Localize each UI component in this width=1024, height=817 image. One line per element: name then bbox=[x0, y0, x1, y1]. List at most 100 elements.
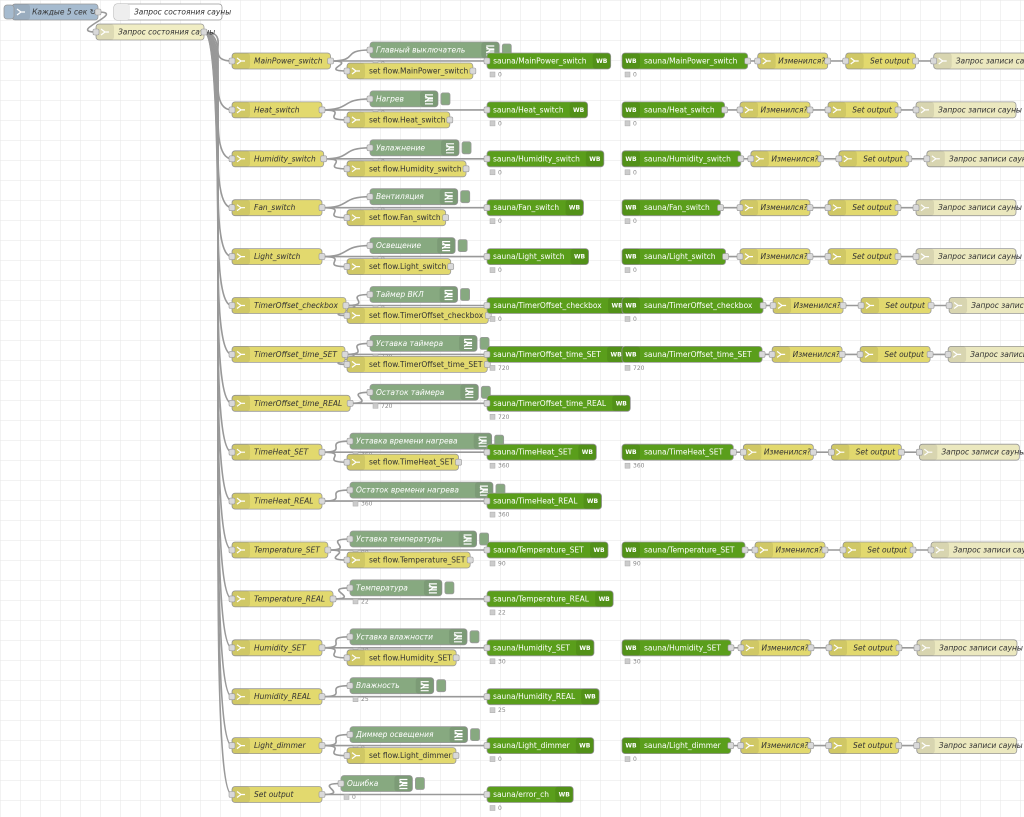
switch-node[interactable]: Set output bbox=[231, 786, 323, 803]
switch-node[interactable]: TimeHeat_SET bbox=[231, 443, 323, 461]
debug-toggle[interactable] bbox=[461, 141, 472, 155]
debug-node[interactable]: Температура 22 bbox=[349, 579, 443, 606]
mqtt-out-node[interactable]: WB sauna/Humidity_SET 30 bbox=[486, 639, 595, 666]
change-node[interactable]: set flow.Temperature_SET bbox=[346, 551, 471, 569]
mqtt-out-node[interactable]: WB sauna/TimerOffset_checkbox 0 bbox=[486, 297, 627, 324]
switch-node[interactable]: Set output bbox=[827, 248, 899, 266]
change-node[interactable]: set flow.TimeHeat_SET bbox=[346, 453, 459, 471]
switch-node[interactable]: Humidity_REAL bbox=[231, 688, 323, 706]
switch-node[interactable]: Set output bbox=[828, 639, 900, 657]
change-node[interactable]: set flow.Light_dimmer bbox=[346, 747, 457, 764]
function-node[interactable]: Запрос записи сауны bbox=[915, 248, 1022, 266]
function-node[interactable]: Запрос записи сауны bbox=[915, 101, 1022, 119]
switch-node[interactable]: Heat_switch bbox=[231, 101, 323, 119]
debug-node[interactable]: Вентиляция0 bbox=[369, 188, 459, 215]
switch-node[interactable]: Set output bbox=[838, 150, 910, 168]
mqtt-out-node[interactable]: WB sauna/TimeHeat_SET 360 bbox=[486, 443, 597, 470]
switch-node[interactable]: Set output bbox=[828, 737, 900, 754]
mqtt-in-node[interactable]: WB sauna/Light_dimmer 0 bbox=[621, 737, 732, 764]
switch-node[interactable]: Изменился? bbox=[739, 101, 811, 119]
switch-node[interactable]: Изменился? bbox=[750, 150, 822, 168]
debug-node[interactable]: Увлажнение0 bbox=[369, 139, 460, 166]
function-node[interactable]: Запрос записи сауны bbox=[916, 639, 1023, 657]
switch-node[interactable]: Изменился? bbox=[757, 52, 829, 70]
function-node[interactable]: Запрос состояния сауны bbox=[95, 23, 215, 41]
switch-node[interactable]: Temperature_SET bbox=[231, 541, 329, 559]
mqtt-in-node[interactable]: WB sauna/Humidity_switch 0 bbox=[621, 150, 742, 177]
debug-node[interactable]: Влажность 25 bbox=[349, 677, 435, 704]
switch-node[interactable]: Humidity_switch bbox=[231, 150, 325, 168]
mqtt-out-node[interactable]: WB sauna/Temperature_REAL 22 bbox=[486, 590, 614, 617]
switch-node[interactable]: Set output bbox=[859, 345, 931, 363]
mqtt-in-node[interactable]: WB sauna/TimeHeat_SET 360 bbox=[621, 443, 734, 470]
switch-node[interactable]: Set output bbox=[860, 297, 932, 314]
mqtt-out-node[interactable]: WB sauna/Fan_switch 0 bbox=[486, 199, 584, 226]
debug-toggle[interactable] bbox=[469, 630, 480, 644]
switch-node[interactable]: TimerOffset_time_SET bbox=[231, 345, 346, 363]
switch-node[interactable]: Изменился? bbox=[754, 541, 826, 559]
mqtt-in-node[interactable]: WB sauna/Heat_switch 0 bbox=[621, 101, 726, 128]
debug-node[interactable]: Ошибка 0 bbox=[340, 775, 413, 802]
switch-node[interactable]: Set output bbox=[827, 199, 899, 217]
switch-node[interactable]: Изменился? bbox=[739, 199, 811, 217]
mqtt-out-node[interactable]: WB sauna/Humidity_REAL 25 bbox=[486, 688, 600, 715]
comment-node[interactable]: Запрос состояния сауны bbox=[113, 3, 231, 21]
switch-node[interactable]: MainPower_switch bbox=[231, 52, 331, 70]
debug-toggle[interactable] bbox=[479, 532, 490, 546]
switch-node[interactable]: TimeHeat_REAL bbox=[231, 492, 323, 510]
function-node[interactable]: Запрос записи сауны bbox=[930, 541, 1024, 559]
mqtt-out-node[interactable]: WB sauna/TimeHeat_REAL 360 bbox=[486, 492, 602, 519]
function-node[interactable]: Запрос записи сауны bbox=[926, 150, 1024, 168]
mqtt-out-node[interactable]: WB sauna/TimerOffset_time_SET 720 bbox=[486, 345, 626, 372]
debug-toggle[interactable] bbox=[460, 190, 471, 204]
function-node[interactable]: Запрос записи сауны bbox=[948, 297, 1024, 314]
switch-node[interactable]: Fan_switch bbox=[231, 199, 323, 217]
change-node[interactable]: set flow.MainPower_switch bbox=[346, 62, 474, 80]
change-node[interactable]: set flow.Humidity_SET bbox=[346, 649, 457, 667]
change-node[interactable]: set flow.Fan_switch bbox=[346, 209, 447, 227]
switch-node[interactable]: Изменился? bbox=[742, 443, 814, 461]
inject-button[interactable] bbox=[3, 4, 15, 20]
mqtt-out-node[interactable]: WB sauna/TimerOffset_time_REAL 720 bbox=[486, 394, 631, 421]
debug-node[interactable]: Уставка температуры90 bbox=[349, 530, 478, 557]
switch-node[interactable]: Изменился? bbox=[740, 639, 812, 657]
change-node[interactable]: set flow.Humidity_switch bbox=[346, 160, 467, 178]
switch-node[interactable]: Set output bbox=[827, 101, 899, 119]
debug-node[interactable]: Остаток таймера 720 bbox=[369, 383, 479, 410]
switch-node[interactable]: Изменился? bbox=[739, 248, 811, 266]
change-node[interactable]: set flow.TimerOffset_time_SET bbox=[346, 355, 488, 373]
function-node[interactable]: Запрос записи сауны bbox=[916, 737, 1023, 754]
change-node[interactable]: set flow.Heat_switch bbox=[346, 111, 451, 129]
debug-toggle[interactable] bbox=[457, 239, 468, 253]
change-node[interactable]: set flow.Light_switch bbox=[346, 258, 452, 276]
switch-node[interactable]: TimerOffset_time_REAL bbox=[231, 394, 351, 412]
change-node[interactable]: set flow.TimerOffset_checkbox bbox=[346, 307, 489, 324]
mqtt-in-node[interactable]: WB sauna/TimerOffset_time_SET 720 bbox=[621, 345, 763, 372]
switch-node[interactable]: Изменился? bbox=[772, 297, 844, 314]
switch-node[interactable]: Изменился? bbox=[771, 345, 843, 363]
debug-node[interactable]: Нагрев0 bbox=[369, 90, 439, 117]
debug-toggle[interactable] bbox=[444, 581, 455, 595]
debug-toggle[interactable] bbox=[479, 336, 490, 350]
function-node[interactable]: Запрос записи сауны bbox=[918, 443, 1024, 461]
mqtt-out-node[interactable]: WB sauna/Humidity_switch 0 bbox=[486, 150, 605, 177]
switch-node[interactable]: Set output bbox=[845, 52, 917, 70]
switch-node[interactable]: Изменился? bbox=[740, 737, 812, 754]
debug-toggle[interactable] bbox=[436, 679, 447, 693]
switch-node[interactable]: Set output bbox=[830, 443, 902, 461]
switch-node[interactable]: Light_dimmer bbox=[231, 737, 323, 754]
function-node[interactable]: Запрос записи сауны bbox=[947, 346, 1024, 363]
debug-toggle[interactable] bbox=[440, 92, 451, 106]
switch-node[interactable]: Humidity_SET bbox=[231, 639, 323, 657]
function-node[interactable]: Запрос записи сауны bbox=[915, 199, 1022, 217]
switch-node[interactable]: Light_switch bbox=[231, 248, 323, 266]
mqtt-in-node[interactable]: WB sauna/TimerOffset_checkbox 0 bbox=[621, 297, 764, 324]
mqtt-out-node[interactable]: WB sauna/Light_dimmer 0 bbox=[486, 737, 595, 764]
switch-node[interactable]: Set output bbox=[842, 541, 914, 559]
inject-node[interactable]: Каждые 5 сек ↻ bbox=[11, 3, 99, 21]
debug-toggle[interactable] bbox=[460, 288, 470, 301]
function-node[interactable]: Запрос записи сауны bbox=[933, 52, 1024, 70]
switch-node[interactable]: Temperature_REAL bbox=[231, 590, 334, 608]
